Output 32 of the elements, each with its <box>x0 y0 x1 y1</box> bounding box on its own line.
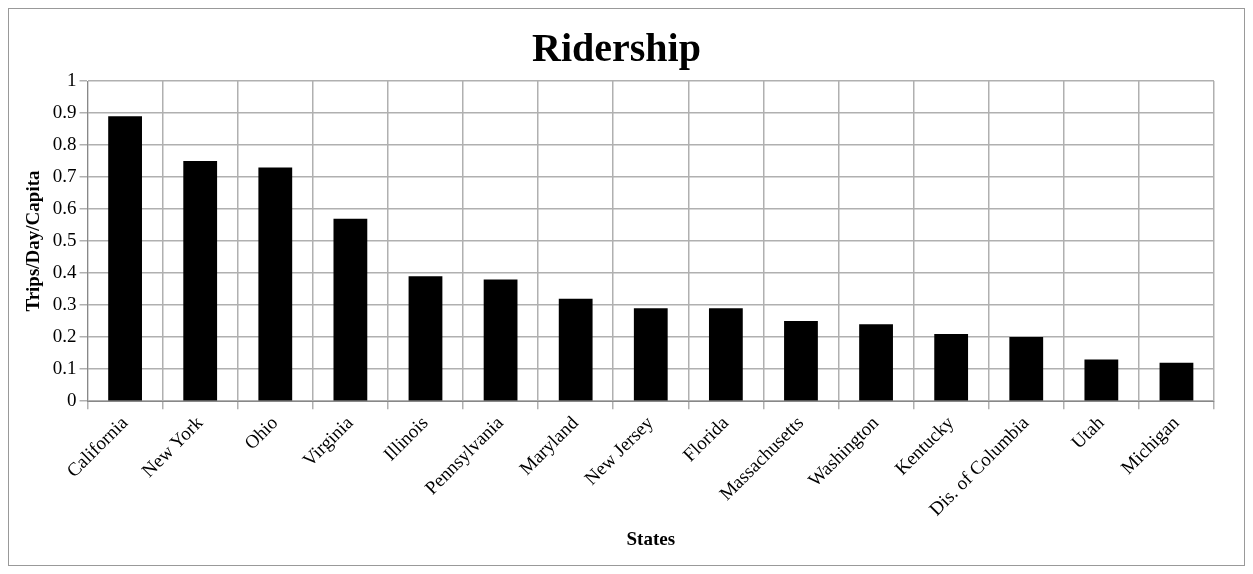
bar <box>708 308 743 401</box>
x-tick-label: Ohio <box>239 411 282 454</box>
y-tick-label: 0.4 <box>52 261 78 283</box>
y-tick-label: 0.2 <box>52 325 77 347</box>
y-tick-label: 1 <box>67 68 77 90</box>
bar <box>408 276 443 401</box>
bar <box>859 324 893 401</box>
bar <box>108 116 142 401</box>
y-tick-label: 0.7 <box>52 165 77 187</box>
y-tick-label: 0.6 <box>52 197 77 219</box>
bar <box>183 161 218 401</box>
bar <box>1084 359 1119 401</box>
bar <box>483 279 518 401</box>
y-axis-title: Trips/Day/Capita <box>22 170 44 312</box>
x-tick-label: New York <box>137 411 207 482</box>
y-tick-label: 0.9 <box>52 101 77 122</box>
chart-title: Ridership <box>532 25 701 71</box>
y-tick-label: 0.8 <box>52 133 77 155</box>
y-tick-label: 0.3 <box>52 293 77 315</box>
bar <box>333 218 368 401</box>
bar <box>1159 362 1194 401</box>
bar <box>784 321 818 401</box>
y-tick-label: 0.1 <box>52 357 77 379</box>
bar <box>633 308 668 401</box>
bar <box>558 298 593 401</box>
bar <box>258 167 293 401</box>
bar <box>934 333 969 401</box>
y-tick-label: 0 <box>67 389 77 411</box>
x-tick-label: Utah <box>1066 411 1109 453</box>
bar <box>1009 337 1044 401</box>
x-axis-title: States <box>626 527 676 549</box>
y-tick-label: 0.5 <box>52 229 77 251</box>
